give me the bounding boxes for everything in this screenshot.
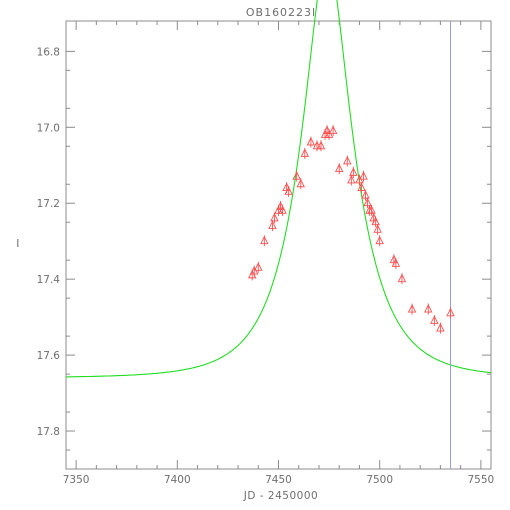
data-point [373,223,382,235]
data-point [316,140,326,152]
data-point [292,170,301,182]
data-point [260,235,269,247]
data-point [306,136,316,148]
data-point [296,178,305,190]
data-point [424,303,433,315]
x-axis-title: JD - 2450000 [243,490,318,502]
data-point [375,235,384,247]
data-point [312,140,322,152]
chart-title: OB160223l [246,6,316,19]
ticks-layer: 7350 7400 7450 7500 7550 16.8 17.0 17.2 17.4 17.6… [37,21,495,486]
data-point [300,147,310,159]
data-point [359,170,368,182]
y-tick-label: 17.4 [37,274,61,286]
x-tick-label: 7350 [63,474,90,486]
data-points-layer [247,125,455,334]
data-point [270,212,279,224]
data-point [328,125,338,137]
data-point [407,303,417,315]
data-point [391,257,401,269]
y-tick-label: 17.0 [37,122,60,134]
data-point [347,174,356,186]
data-point [367,204,376,216]
data-point [343,155,352,167]
x-tick-label: 7550 [468,474,495,486]
data-point [349,166,358,178]
y-tick-label: 17.6 [37,350,61,362]
plot-frame [65,20,492,470]
model-curve-layer [66,0,492,378]
data-point [363,197,372,209]
y-tick-label: 17.2 [37,198,60,210]
x-tick-label: 7400 [164,474,191,486]
data-point [268,220,277,232]
data-point [334,163,344,175]
x-tick-label: 7500 [366,474,393,486]
data-point [397,273,407,285]
data-point [357,182,366,194]
y-tick-label: 17.8 [37,426,60,438]
data-point [436,322,445,334]
data-point [371,216,380,228]
data-point [254,261,263,273]
data-point [446,307,455,319]
y-tick-label: 16.8 [37,46,60,58]
data-point [430,314,439,326]
data-point [361,189,370,201]
data-point [278,204,287,216]
data-point [284,185,293,197]
model-curve [66,0,492,378]
x-tick-label: 7450 [265,474,292,486]
y-axis-title: I [16,238,20,250]
